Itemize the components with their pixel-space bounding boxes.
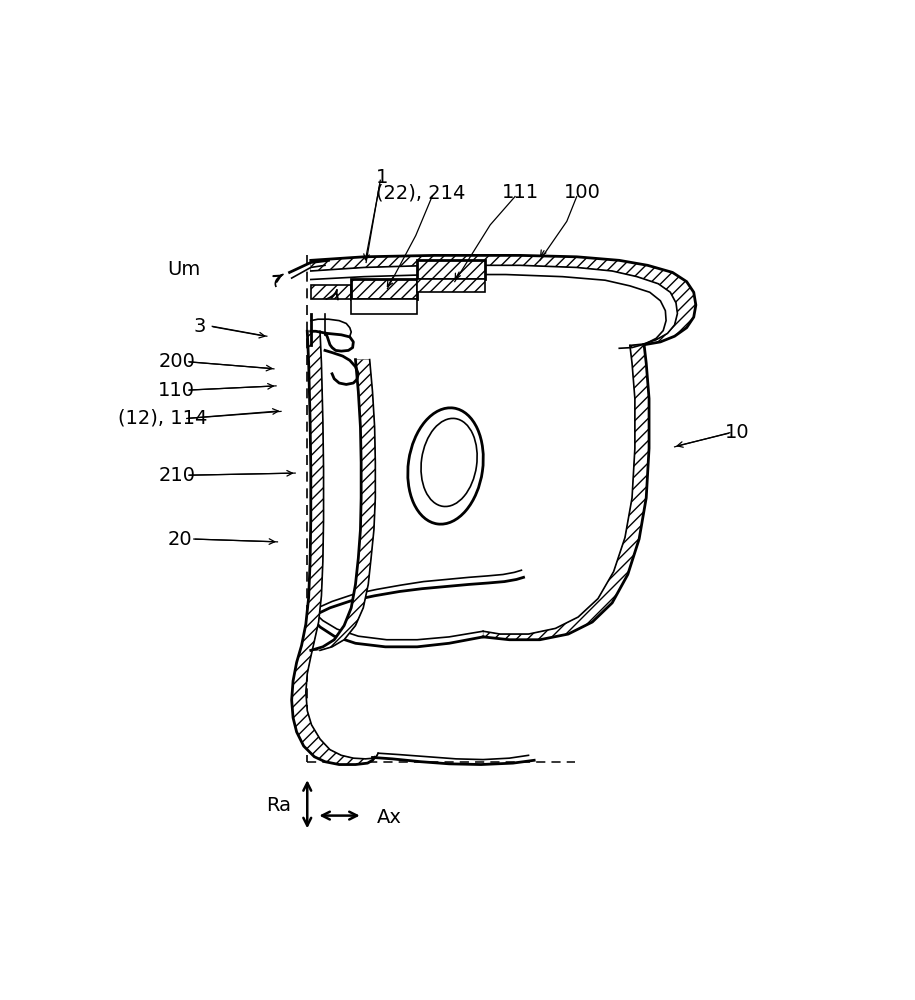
Text: 110: 110 [158, 381, 195, 400]
Text: 210: 210 [158, 466, 195, 485]
Text: 111: 111 [501, 183, 539, 202]
Text: (12), 114: (12), 114 [118, 409, 208, 428]
Polygon shape [351, 299, 417, 314]
Polygon shape [351, 279, 417, 299]
Text: 1: 1 [376, 168, 389, 187]
Polygon shape [311, 285, 351, 299]
Polygon shape [483, 345, 649, 640]
Text: Ra: Ra [266, 796, 291, 815]
Polygon shape [417, 279, 485, 292]
Text: 10: 10 [725, 423, 749, 442]
Ellipse shape [408, 408, 483, 524]
Text: 100: 100 [564, 183, 601, 202]
Text: 20: 20 [167, 530, 192, 549]
Text: Um: Um [167, 260, 200, 279]
Polygon shape [311, 255, 696, 345]
Polygon shape [417, 260, 485, 279]
Text: 200: 200 [158, 352, 195, 371]
Polygon shape [311, 360, 375, 650]
Text: 3: 3 [193, 317, 206, 336]
Text: Ax: Ax [377, 808, 402, 827]
Polygon shape [292, 331, 378, 765]
Ellipse shape [421, 418, 477, 507]
Text: (22), 214: (22), 214 [376, 183, 466, 202]
